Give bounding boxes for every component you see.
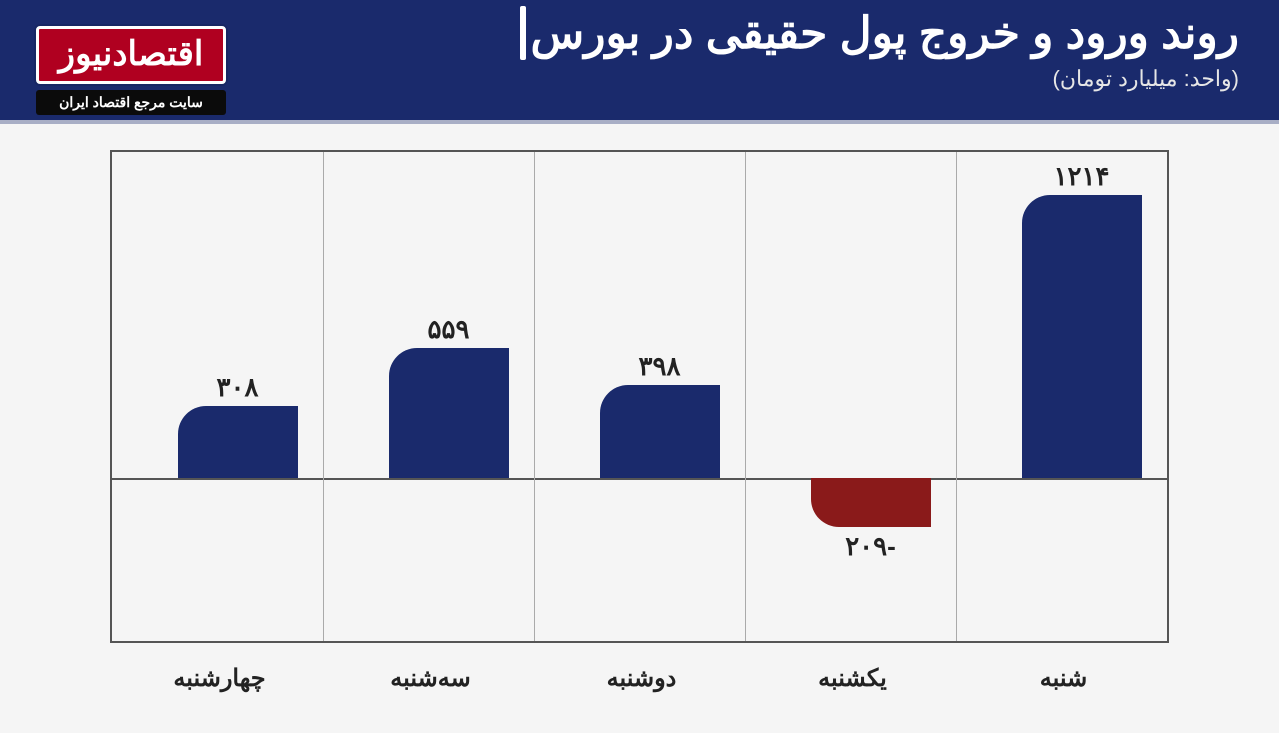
bar-value-label: ۱۲۱۴ xyxy=(1022,161,1142,192)
page-subtitle: (واحد: میلیارد تومان) xyxy=(506,66,1239,92)
bar-value-label: ۳۹۸ xyxy=(600,351,720,382)
brand-tagline: سایت مرجع اقتصاد ایران xyxy=(36,90,226,115)
grid-line xyxy=(323,152,324,641)
bar xyxy=(1022,195,1142,478)
x-axis-label: سه‌شنبه xyxy=(390,664,470,693)
bar xyxy=(600,385,720,478)
chart: ۱۲۱۴ -۲۰۹ ۳۹۸ ۵۵۹ ۳۰۸ شنبه یکشنبه دوشنبه سه‌شنب… xyxy=(110,150,1169,693)
bar-value-label: ۵۵۹ xyxy=(389,314,509,345)
brand-name: اقتصادنیوز xyxy=(51,37,211,71)
grid-line xyxy=(745,152,746,641)
grid-line xyxy=(956,152,957,641)
title-block: روند ورود و خروج پول حقیقی در بورس (واحد… xyxy=(506,6,1239,92)
x-axis-label: چهارشنبه xyxy=(173,664,265,693)
x-axis-labels: شنبه یکشنبه دوشنبه سه‌شنبه چهارشنبه xyxy=(110,653,1169,693)
brand-card: اقتصادنیوز xyxy=(36,26,226,84)
bar xyxy=(389,348,509,478)
brand-logo: اقتصادنیوز سایت مرجع اقتصاد ایران xyxy=(36,26,226,115)
x-axis-label: یکشنبه xyxy=(818,664,887,693)
x-axis-label: دوشنبه xyxy=(607,664,677,693)
x-axis-label: شنبه xyxy=(1040,664,1087,693)
bar xyxy=(811,478,931,527)
page-title: روند ورود و خروج پول حقیقی در بورس xyxy=(530,8,1239,59)
chart-baseline xyxy=(112,478,1167,480)
chart-plot: ۱۲۱۴ -۲۰۹ ۳۹۸ ۵۵۹ ۳۰۸ xyxy=(110,150,1169,643)
bar xyxy=(178,406,298,478)
header: روند ورود و خروج پول حقیقی در بورس (واحد… xyxy=(0,0,1279,120)
bar-value-label: -۲۰۹ xyxy=(811,531,931,562)
grid-line xyxy=(534,152,535,641)
title-rule-icon xyxy=(520,6,526,60)
bar-value-label: ۳۰۸ xyxy=(178,372,298,403)
